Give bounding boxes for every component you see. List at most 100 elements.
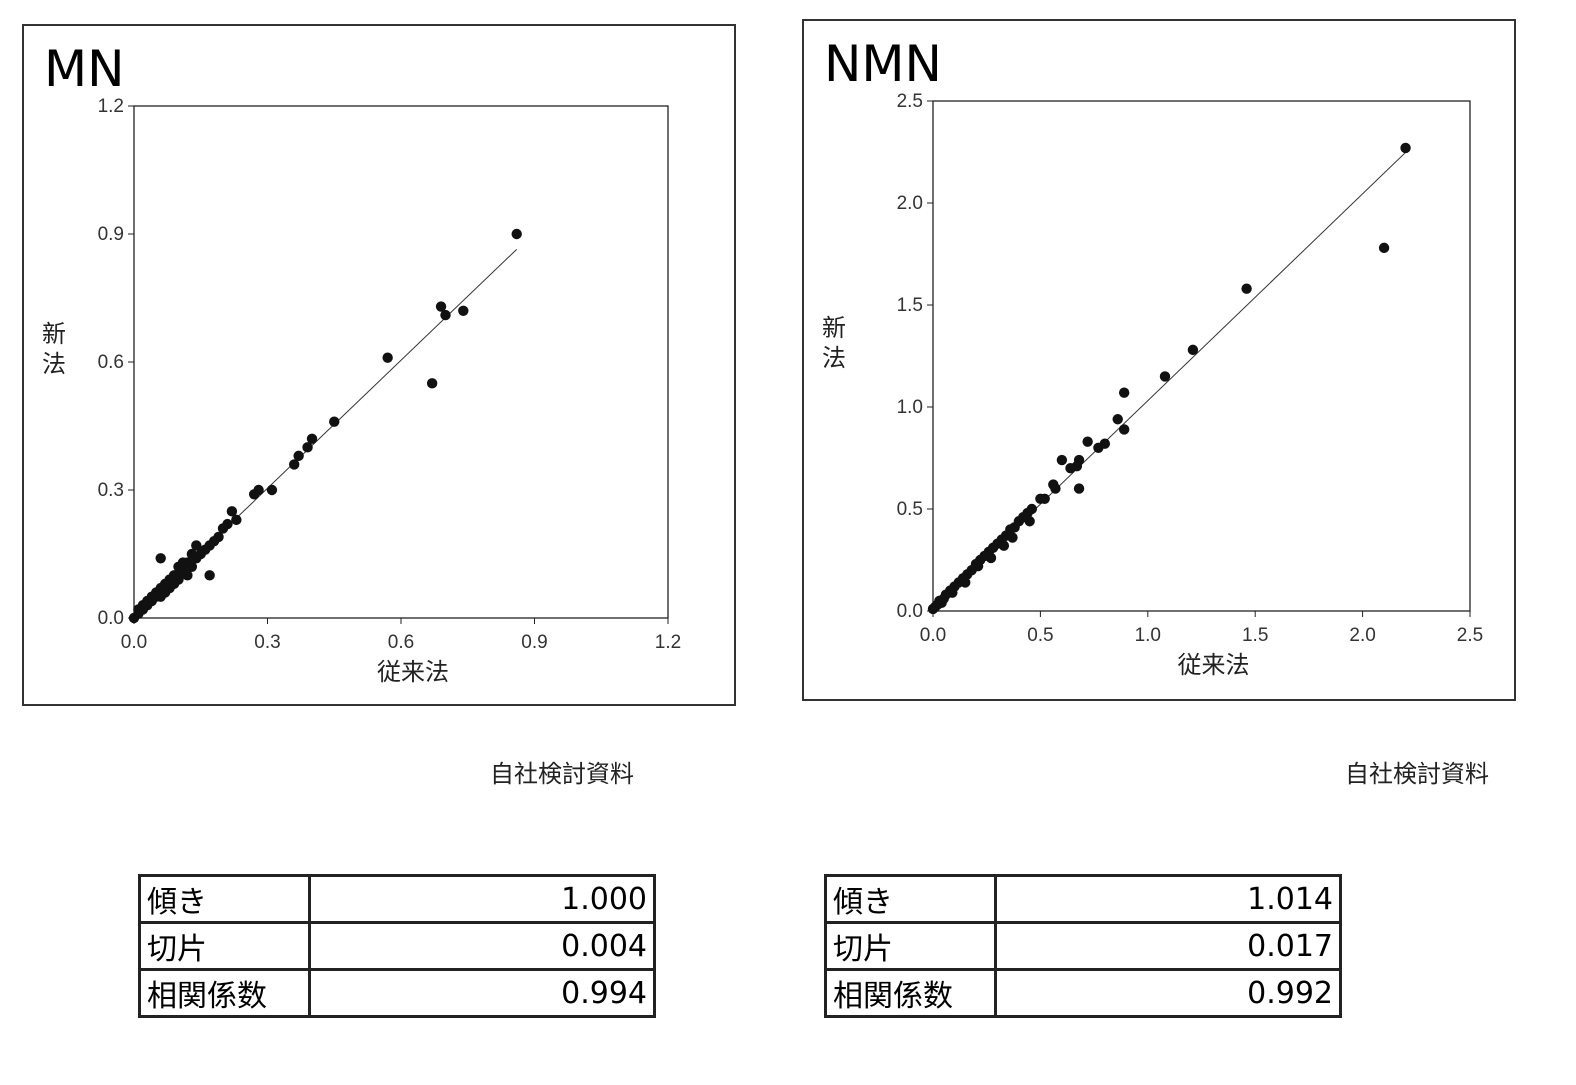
x-tick-label: 0.0	[920, 625, 946, 646]
plot-frame	[932, 100, 1471, 612]
stat-value: 1.014	[994, 874, 1342, 924]
y-tick-label: 0.6	[98, 352, 124, 373]
table-row: 切片 0.017	[824, 921, 1342, 971]
data-point	[1118, 424, 1130, 435]
scatter-plot-mn: 0.0 0.3 0.6 0.9 1.2 0.0 0.3 0.6 0.9 1.2 従来法 新法	[42, 96, 681, 686]
stat-label: 傾き	[824, 874, 997, 924]
chart-title: MN	[44, 40, 125, 98]
stat-value: 0.017	[994, 921, 1342, 971]
data-point	[511, 228, 522, 240]
y-tick-label: 2.5	[897, 91, 923, 112]
x-axis-label: 従来法	[377, 658, 449, 686]
data-point	[1056, 454, 1068, 466]
data-point	[204, 570, 215, 581]
stat-label: 相関係数	[138, 968, 311, 1018]
data-point	[266, 484, 278, 496]
data-point	[972, 560, 984, 572]
x-tick-label: 0.6	[388, 632, 414, 653]
chart-panel-mn: MN 0.0 0.3 0.6 0.9 1.2 0.0 0.3 0.6 0.9 1.2 従来法 新法	[22, 24, 736, 706]
data-point	[302, 442, 313, 453]
data-point	[248, 489, 260, 500]
data-point	[128, 612, 140, 624]
data-point	[426, 378, 438, 389]
data-point	[1007, 532, 1018, 543]
source-note: 自社検討資料	[490, 760, 634, 788]
y-tick-label: 1.0	[897, 397, 923, 418]
x-tick-label: 0.3	[254, 632, 280, 653]
data-point	[1073, 483, 1085, 494]
data-point	[168, 578, 180, 590]
stat-value: 0.994	[308, 968, 656, 1018]
y-axis-label: 新法	[822, 314, 846, 372]
x-tick-label: 2.5	[1457, 625, 1483, 646]
data-point	[155, 553, 166, 564]
data-point	[458, 305, 469, 316]
stat-value: 0.992	[994, 968, 1342, 1018]
y-tick-label: 0.0	[897, 601, 923, 622]
stat-label: 切片	[824, 921, 997, 971]
y-tick-label: 0.0	[98, 608, 124, 629]
x-tick-label: 1.2	[655, 632, 681, 653]
data-point	[155, 591, 166, 602]
data-point	[1241, 283, 1252, 294]
x-tick-label: 0.5	[1027, 625, 1053, 646]
table-row: 傾き 1.014	[824, 874, 1342, 924]
data-point	[1400, 142, 1411, 154]
data-point	[1159, 371, 1171, 382]
chart-panel-nmn: NMN 0.0 0.5 1.0 1.5 2.0 2.5 0.0 0.5 1.0 1.5 2.0 2.5…	[802, 19, 1516, 701]
table-row: 相関係数 0.992	[824, 968, 1342, 1018]
x-tick-label: 1.5	[1242, 625, 1268, 646]
data-point	[306, 433, 318, 444]
data-point	[947, 587, 958, 598]
x-tick-label: 0.9	[521, 632, 547, 653]
table-row: 切片 0.004	[138, 921, 656, 971]
data-point	[133, 604, 144, 615]
x-tick-label: 0.0	[121, 632, 147, 653]
y-tick-label: 0.5	[897, 499, 923, 520]
data-point	[1082, 436, 1093, 447]
data-point	[960, 577, 971, 588]
stat-label: 相関係数	[824, 968, 997, 1018]
data-point	[191, 540, 202, 551]
stat-label: 傾き	[138, 874, 311, 924]
x-axis-label: 従来法	[1178, 651, 1250, 679]
data-point	[186, 548, 198, 560]
y-tick-label: 2.0	[897, 193, 923, 214]
y-tick-label: 0.9	[98, 224, 124, 245]
data-point	[382, 352, 393, 363]
y-tick-label: 1.2	[98, 96, 124, 117]
data-point	[1187, 344, 1199, 356]
data-point	[1024, 516, 1035, 527]
data-point	[289, 459, 300, 470]
x-tick-label: 2.0	[1349, 625, 1375, 646]
y-tick-label: 0.3	[98, 480, 124, 501]
data-point	[231, 514, 242, 526]
data-point	[217, 523, 229, 534]
source-note: 自社検討資料	[1345, 760, 1489, 788]
stat-value: 0.004	[308, 921, 656, 971]
scatter-plot-nmn: 0.0 0.5 1.0 1.5 2.0 2.5 0.0 0.5 1.0 1.5 2.0 2.5 従来法 新…	[822, 91, 1483, 679]
x-tick-label: 1.0	[1135, 625, 1161, 646]
data-point	[1035, 493, 1046, 504]
data-point	[293, 450, 304, 462]
data-point	[1378, 242, 1390, 254]
data-point	[927, 603, 939, 615]
table-row: 傾き 1.000	[138, 874, 656, 924]
data-point	[182, 570, 193, 581]
data-point	[435, 301, 447, 312]
data-point	[985, 552, 997, 564]
data-point	[1112, 414, 1123, 425]
data-point	[1118, 387, 1130, 398]
stat-value: 1.000	[308, 874, 656, 924]
data-point	[1065, 463, 1076, 474]
table-row: 相関係数 0.994	[138, 968, 656, 1018]
data-point	[440, 309, 451, 321]
data-point	[329, 416, 340, 427]
data-point	[1093, 442, 1104, 453]
data-point	[226, 506, 238, 517]
data-point	[1048, 479, 1059, 490]
chart-title: NMN	[824, 35, 942, 93]
regression-stats-table-mn: 傾き 1.000 切片 0.004 相関係数 0.994	[138, 874, 656, 1018]
data-point	[177, 557, 189, 568]
data-point	[998, 540, 1010, 551]
